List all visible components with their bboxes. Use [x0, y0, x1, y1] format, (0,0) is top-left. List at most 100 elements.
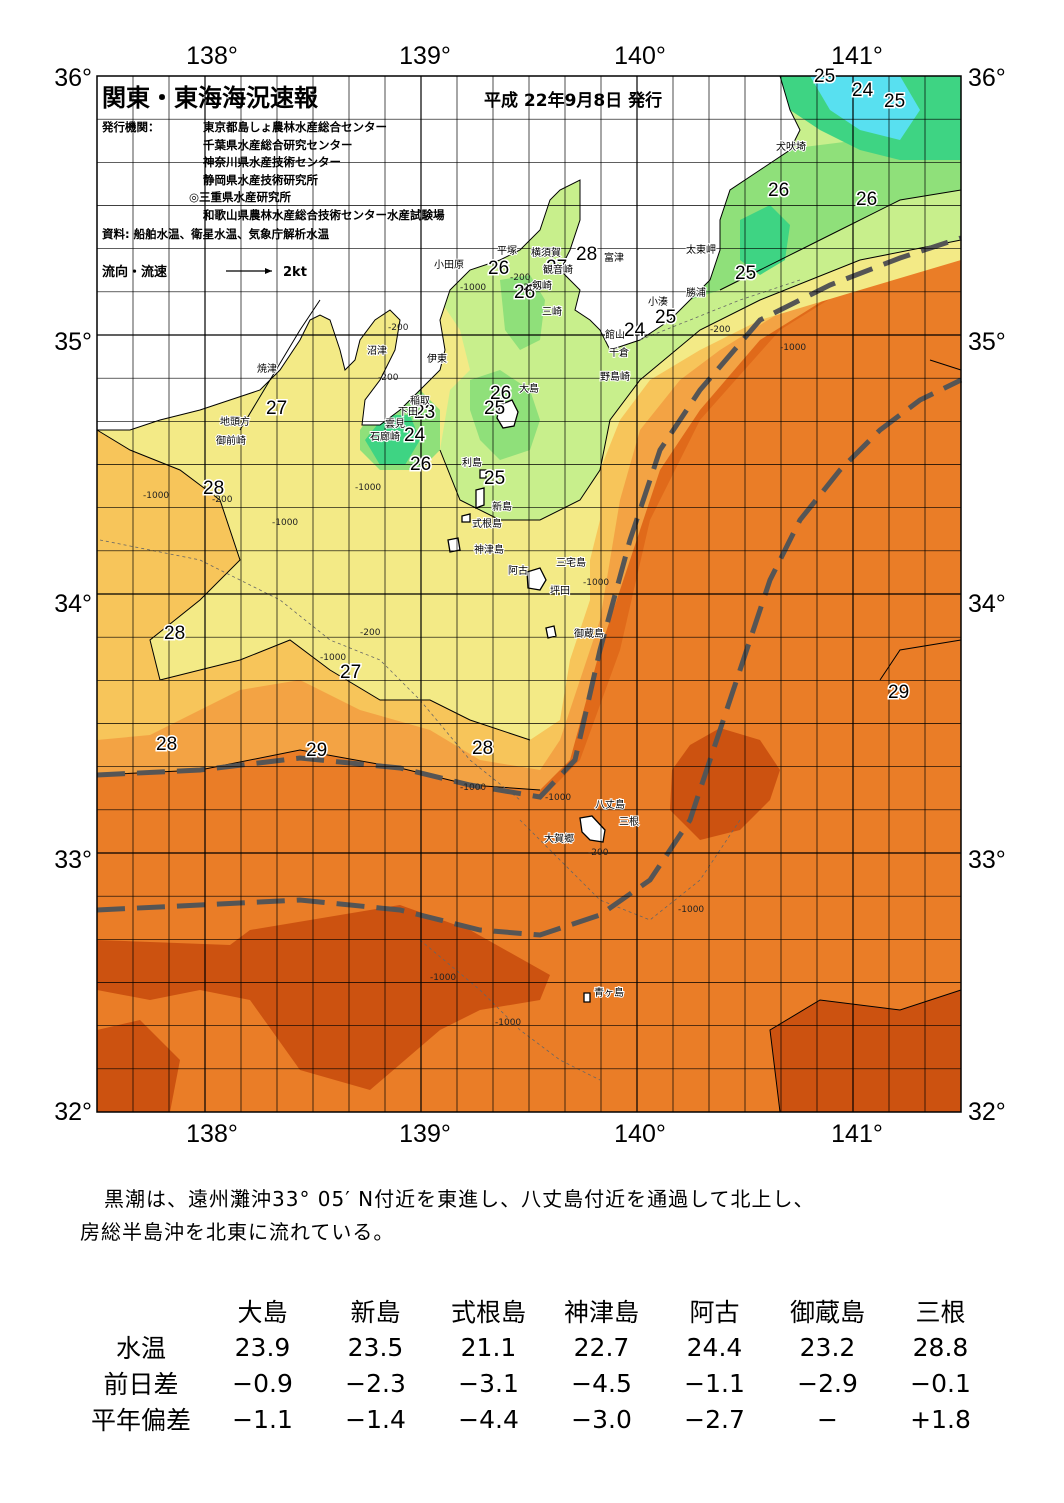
table-cell: −1.1 — [684, 1368, 745, 1398]
table-col-header: 三根 — [915, 1298, 966, 1327]
depth-label: -1000 — [430, 973, 456, 983]
depth-labels: -1000 -200 -1000 -200 -1000 -200 -1000 -… — [143, 273, 806, 1028]
zone-30-south — [97, 905, 550, 1090]
table-col-header: 大島 — [237, 1298, 288, 1327]
place-hachijojima: 八丈島 — [595, 798, 625, 811]
place-inatori: 稲取 — [410, 395, 430, 407]
place-nojimazaki: 野島崎 — [600, 370, 630, 383]
isotherm-label: 28 — [156, 734, 177, 755]
table-cell: −1.1 — [232, 1404, 293, 1434]
table-row-label: 前日差 — [103, 1370, 179, 1399]
map-header: 関東・東海海況速報 平成 22年9月8日 発行 発行機関： 東京都島しょ農林水産… — [101, 84, 662, 280]
flow-legend-scale: 2kt — [283, 265, 307, 280]
island-miyakejima — [526, 567, 547, 591]
land-honshu-west — [96, 75, 801, 431]
table-cell: −4.4 — [458, 1404, 519, 1434]
table-cell: 23.2 — [799, 1332, 856, 1362]
isotherm-line — [879, 639, 962, 681]
isotherm-label: 26 — [856, 189, 877, 210]
island-aogashima — [583, 992, 591, 1003]
place-misaki: 三崎 — [542, 305, 562, 318]
table-cell: − — [817, 1404, 838, 1434]
lat-label-left-35: 35° — [54, 328, 92, 356]
island-niijima — [475, 487, 485, 509]
table-cell: −0.1 — [910, 1368, 971, 1398]
table-corner — [76, 1293, 206, 1329]
depth-contour — [519, 819, 741, 921]
place-niijima: 新島 — [492, 500, 512, 513]
depth-label: -1000 — [495, 1018, 521, 1028]
kuroshio-axis-main — [96, 235, 962, 800]
isotherm-label: 25 — [735, 263, 756, 284]
table-cell: 23.9 — [234, 1332, 291, 1362]
table-cell: −2.9 — [797, 1368, 858, 1398]
land — [96, 75, 801, 431]
place-mitsune: 三根 — [619, 815, 639, 828]
place-ito: 伊東 — [427, 352, 447, 365]
table-cell: 22.7 — [573, 1332, 630, 1362]
table-col-header: 阿古 — [689, 1298, 740, 1327]
isotherm-label: 25 — [484, 468, 505, 489]
place-yaizu: 焼津 — [257, 363, 277, 375]
place-taitomisaki: 太東岬 — [686, 243, 716, 256]
place-tsubota: 坪田 — [550, 584, 570, 597]
isotherm-label: 27 — [266, 398, 287, 419]
lat-label-right-34: 34° — [968, 590, 1006, 618]
place-ako: 阿古 — [508, 564, 528, 577]
lon-label-top-139: 139° — [399, 42, 451, 70]
table-cell: 24.4 — [686, 1332, 743, 1362]
isotherm-label: 28 — [576, 244, 597, 265]
depth-contour — [419, 939, 601, 1081]
table-row: 水温 23.9 23.5 21.1 22.7 24.4 23.2 28.8 — [76, 1329, 997, 1365]
table-row: 平年偏差 −1.1 −1.4 −4.4 −3.0 −2.7 − +1.8 — [76, 1401, 997, 1437]
place-chikura: 千倉 — [609, 346, 629, 359]
depth-label: -200 — [588, 848, 609, 858]
place-kominato: 小湊 — [648, 295, 668, 308]
place-shimoda: 下田 — [398, 407, 418, 418]
zone-coldest-ne — [810, 76, 920, 140]
lon-label-bottom-140: 140° — [614, 1120, 666, 1148]
agency-item: 和歌山県農林水産総合技術センター水産試験場 — [203, 208, 445, 222]
table-col-header: 神津島 — [563, 1298, 639, 1327]
map-title: 関東・東海海況速報 — [102, 84, 319, 112]
table-header-row: 大島 新島 式根島 神津島 阿古 御蔵島 三根 — [76, 1293, 997, 1329]
depth-contours — [99, 279, 801, 1081]
table-cell: −3.1 — [458, 1368, 519, 1398]
isotherm-label: 26 — [410, 454, 431, 475]
axis-labels: 138° 139° 140° 141° 138° 139° 140° 141° … — [54, 42, 1006, 1148]
isotherm-label: 29 — [888, 682, 909, 703]
isotherm-labels: 25 24 25 26 26 25 28 27 26 26 25 24 23 2… — [155, 65, 911, 763]
depth-label: -200 — [360, 628, 381, 638]
table-cell: −4.5 — [571, 1368, 632, 1398]
isotherm-label: 25 — [814, 66, 835, 87]
table-col-header: 新島 — [350, 1298, 401, 1327]
zone-30-southeast — [770, 990, 961, 1112]
depth-label: -1000 — [583, 578, 609, 588]
island-kozushima — [447, 537, 461, 553]
isotherm-label: 29 — [306, 740, 327, 761]
table-cell: 21.1 — [460, 1332, 517, 1362]
island-hachijojima — [579, 815, 606, 843]
place-kannonzaki: 観音崎 — [543, 263, 573, 276]
flow-legend-label: 流向・流速 — [102, 264, 167, 280]
depth-label: -1000 — [780, 343, 806, 353]
isotherm-line — [929, 359, 962, 371]
place-shikinejima: 式根島 — [472, 517, 502, 530]
place-mikurajima: 御蔵島 — [574, 627, 604, 640]
isotherm-label: 26 — [488, 258, 509, 279]
agency-item: ◎三重県水産研究所 — [189, 190, 292, 204]
zone-24-izu — [365, 415, 420, 465]
lat-label-left-32: 32° — [54, 1098, 92, 1126]
place-omaezaki: 御前崎 — [216, 434, 246, 447]
place-kumomi: 雲見 — [385, 418, 405, 430]
place-okago: 大賀郷 — [544, 832, 574, 845]
lon-label-top-141: 141° — [831, 42, 883, 70]
depth-contour — [639, 279, 801, 341]
isotherm-label: 23 — [414, 402, 435, 423]
agency-item: 静岡県水産技術研究所 — [203, 173, 318, 187]
island-shikinejima — [461, 513, 471, 523]
issue-date: 平成 22年9月8日 発行 — [484, 90, 662, 111]
depth-label: -200 — [388, 323, 409, 333]
isotherm-label: 27 — [340, 662, 361, 683]
table-col-header: 式根島 — [450, 1298, 526, 1327]
